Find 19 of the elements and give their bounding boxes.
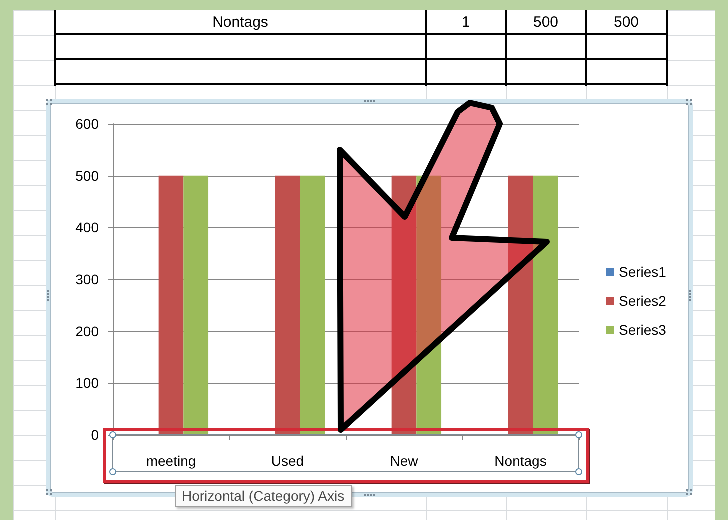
legend-label: Series3 [619,322,667,338]
y-tick-label: 100 [76,375,100,392]
legend-label: Series1 [619,264,667,280]
y-tick-label: 600 [76,116,100,132]
text: Horizontal (Category) Axis [182,488,345,504]
text: 500 [614,14,640,30]
text: 500 [533,14,559,30]
text: 1 [462,14,470,30]
x-tick-label: New [390,453,420,469]
y-tick-label: 500 [76,168,100,184]
y-tick-label: 0 [91,427,100,443]
y-tick-label: 300 [76,272,100,288]
x-tick-label: meeting [146,453,196,469]
legend-label: Series2 [619,293,667,309]
x-tick-label: Nontags [494,453,547,469]
y-tick-label: 200 [76,323,100,340]
x-tick-label: Used [271,453,304,469]
y-tick-label: 400 [76,220,100,236]
text: Nontags [212,14,268,30]
